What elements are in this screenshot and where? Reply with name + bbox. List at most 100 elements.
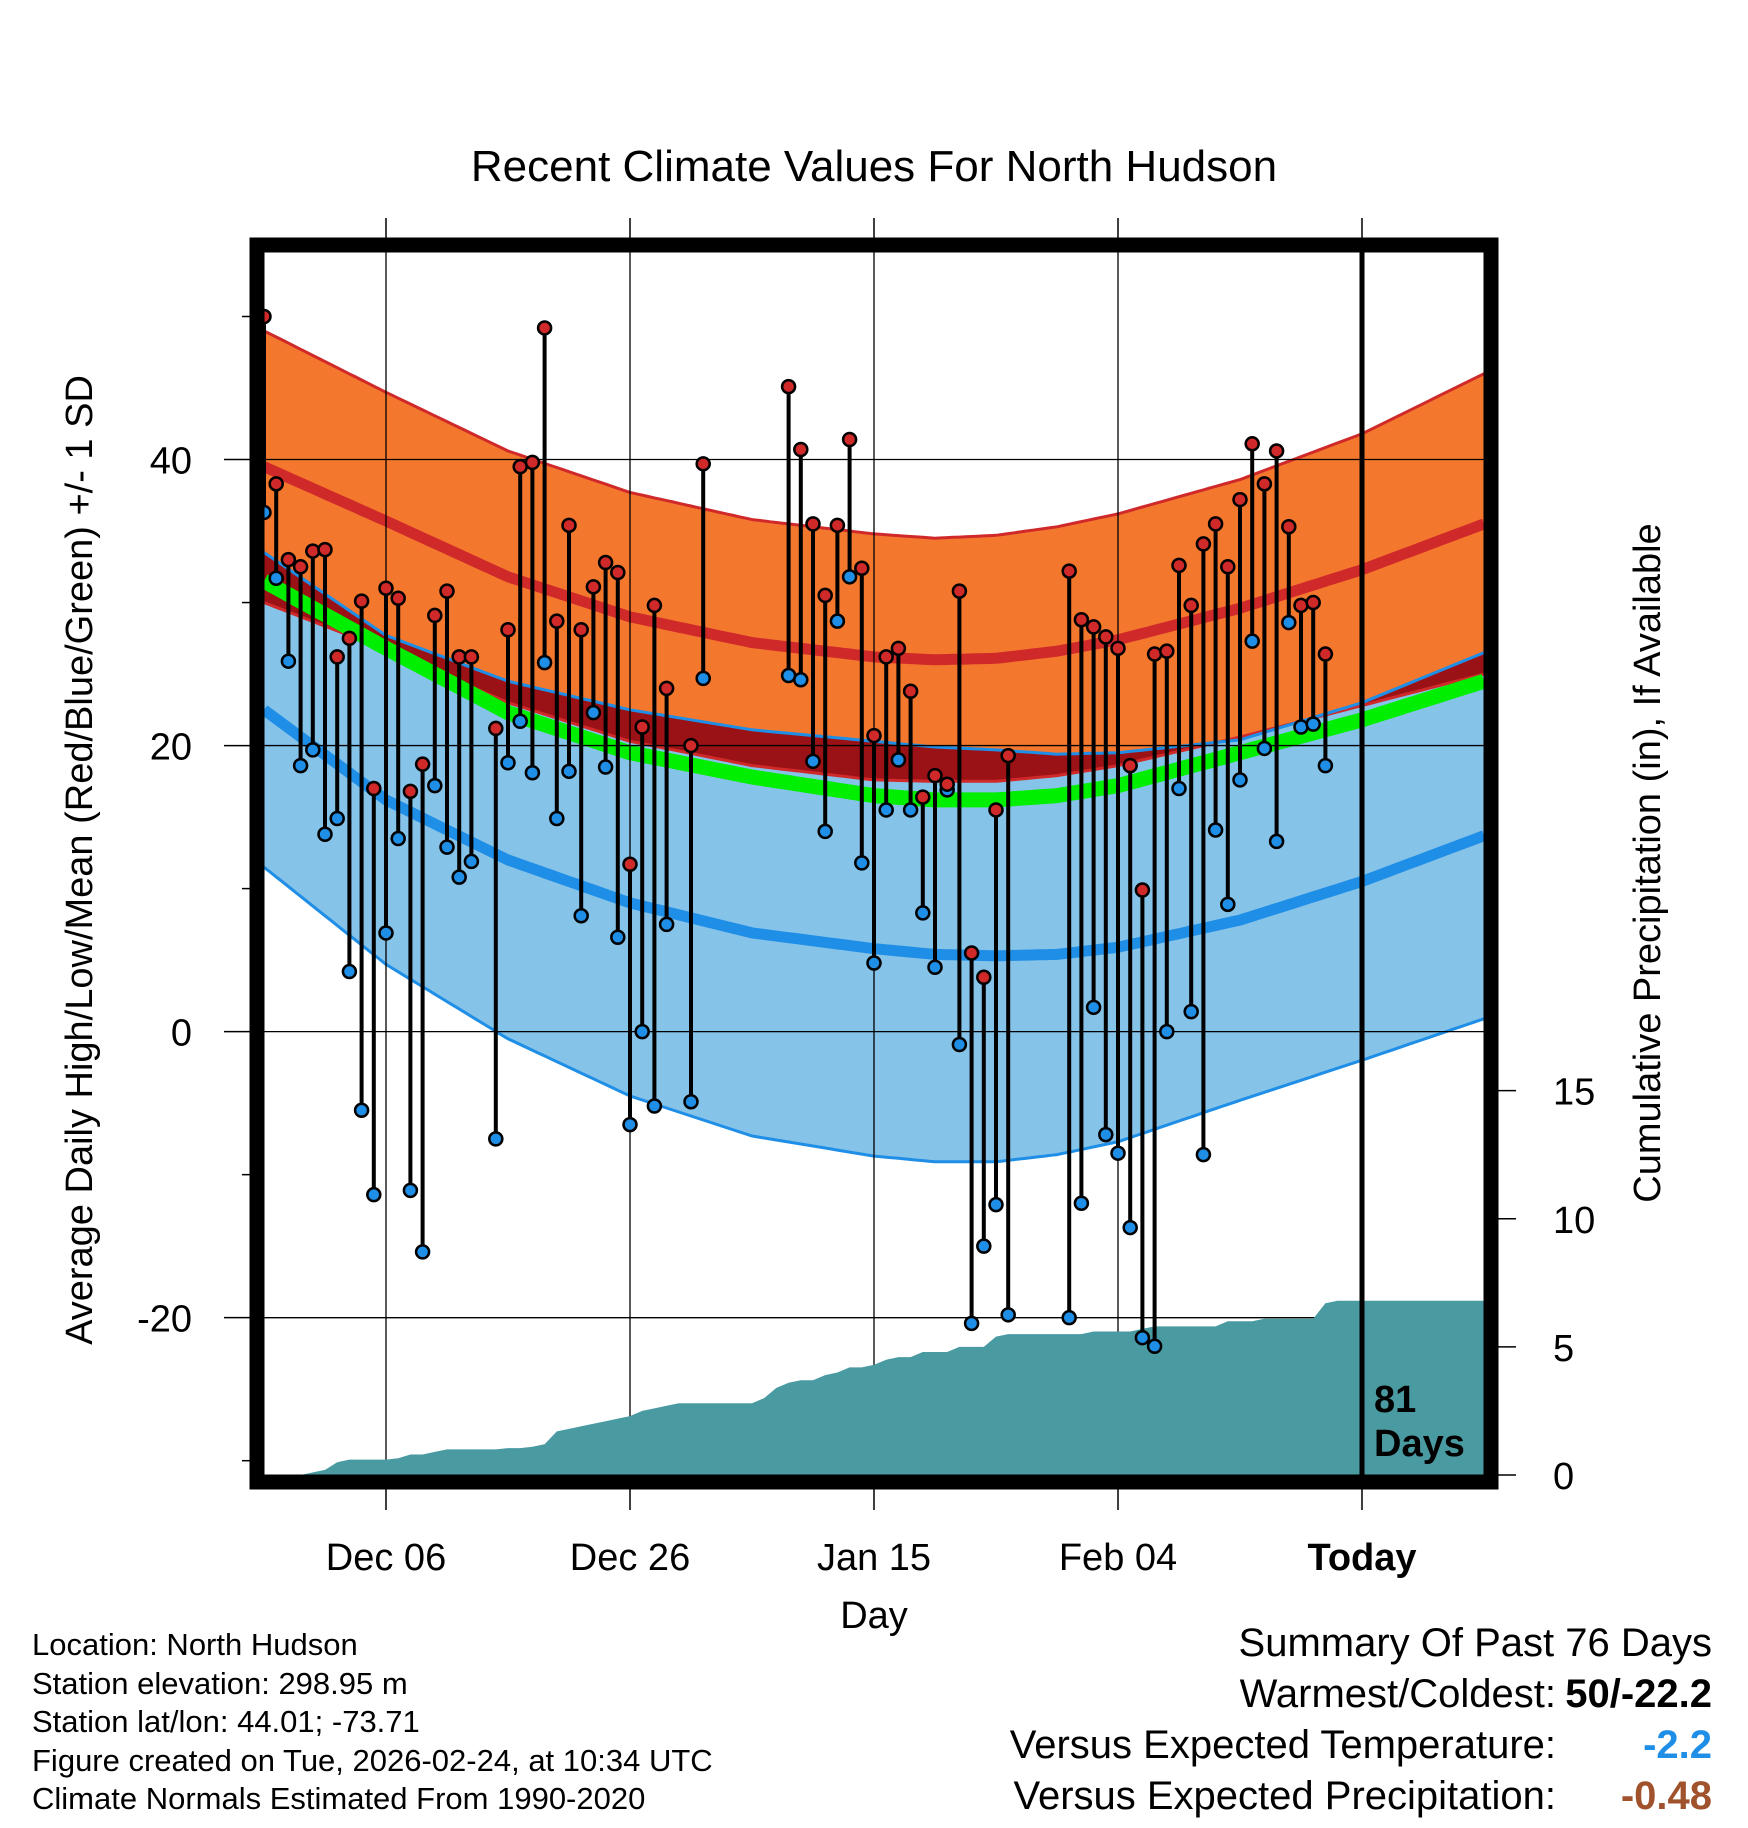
daily-low-point: [512, 713, 528, 730]
daily-high-point: [1195, 536, 1212, 552]
daily-high-point: [939, 776, 955, 792]
daily-high-point: [866, 727, 882, 744]
daily-low-point: [622, 1116, 638, 1133]
daily-high-point: [280, 551, 297, 568]
daily-low-point: [1171, 780, 1187, 797]
y2-tick-label: 10: [1553, 1200, 1595, 1242]
daily-low-point: [915, 905, 931, 921]
daily-high-point: [1331, 0, 1344, 7]
summary-temp-row: Versus Expected Temperature: -2.2: [1010, 1720, 1712, 1771]
daily-low-point: [1317, 757, 1334, 774]
daily-high-point: [1183, 597, 1199, 614]
daily-low-point: [988, 1196, 1004, 1213]
daily-low-point: [610, 929, 626, 945]
daily-high-point: [329, 649, 345, 665]
daily-low-point: [878, 802, 894, 818]
daily-high-point: [1110, 640, 1126, 657]
daily-high-point: [1356, 0, 1369, 7]
daily-high-point: [317, 541, 333, 558]
daily-high-point: [1000, 747, 1016, 764]
daily-low-point: [1220, 896, 1236, 913]
y-tick-label: 0: [171, 1013, 192, 1055]
daily-low-point: [585, 704, 602, 721]
warm-cold-value: 50/-22.2: [1565, 1672, 1712, 1716]
daily-low-point: [1331, 0, 1344, 7]
daily-low-point: [841, 569, 858, 585]
daily-high-point: [1073, 611, 1090, 628]
summary-precip-row: Versus Expected Precipitation: -0.48: [1010, 1771, 1712, 1822]
daily-low-point: [427, 777, 443, 794]
daily-low-point: [1146, 1338, 1163, 1355]
daily-low-point: [341, 963, 358, 980]
plot-frame: [249, 237, 1499, 1490]
daily-low-point: [1256, 740, 1273, 757]
daily-high-point: [573, 621, 589, 638]
daily-high-point: [1207, 516, 1224, 532]
daily-high-point: [1343, 0, 1356, 7]
daily-high-point: [610, 564, 626, 581]
precipitation-area: [264, 1300, 1484, 1475]
daily-low-point: [1159, 1023, 1175, 1040]
daily-high-point: [805, 516, 821, 532]
daily-high-point: [695, 456, 711, 472]
info-normals: Climate Normals Estimated From 1990-2020: [32, 1781, 646, 1816]
daily-high-point: [976, 969, 992, 986]
daily-high-point: [878, 649, 894, 665]
chart-title: Recent Climate Values For North Hudson: [471, 142, 1277, 191]
daily-low-point: [1268, 833, 1285, 850]
daily-low-point: [463, 853, 480, 870]
daily-low-point: [902, 802, 919, 818]
y2-tick-label: 0: [1553, 1456, 1574, 1498]
daily-low-point: [305, 742, 321, 758]
daily-low-point: [292, 757, 309, 774]
daily-high-point: [780, 378, 797, 395]
daily-low-point: [500, 754, 516, 771]
daily-low-point: [1098, 1126, 1114, 1143]
daily-low-point: [866, 955, 882, 971]
y2-axis-title: Cumulative Precipitation (in), If Availa…: [1627, 523, 1669, 1202]
daily-low-point: [561, 763, 577, 780]
daily-low-point: [793, 672, 809, 688]
daily-high-point: [1098, 629, 1114, 645]
daily-low-point: [634, 1023, 650, 1040]
daily-observations: [264, 0, 1369, 1355]
daily-low-point: [1356, 0, 1369, 7]
daily-high-point: [549, 613, 565, 629]
daily-high-point: [524, 454, 541, 471]
daily-high-point: [841, 431, 858, 448]
daily-low-point: [1244, 633, 1260, 649]
daily-high-point: [927, 767, 943, 784]
info-elevation: Station elevation: 298.95 m: [32, 1665, 408, 1701]
daily-high-point: [585, 579, 602, 595]
daily-high-point: [536, 320, 553, 336]
daily-low-point: [378, 925, 394, 941]
y-tick-label: -20: [137, 1299, 192, 1341]
daily-low-point: [1195, 1146, 1212, 1163]
x-tick-label-today: Today: [1307, 1537, 1416, 1579]
daily-high-point: [1061, 563, 1077, 579]
daily-high-point: [1232, 491, 1248, 508]
daily-high-point: [390, 590, 406, 607]
y-axis-title: Average Daily High/Low/Mean (Red/Blue/Gr…: [59, 375, 101, 1345]
daily-high-point: [268, 476, 284, 492]
daily-high-point: [854, 560, 870, 576]
daily-low-point: [1122, 1219, 1138, 1236]
daily-high-point: [1281, 519, 1297, 535]
daily-high-point: [1159, 643, 1175, 659]
days-count-word: Days: [1374, 1423, 1465, 1465]
daily-low-point: [1343, 0, 1356, 7]
daily-low-point: [1305, 716, 1321, 732]
daily-low-point: [488, 1131, 504, 1147]
precip-value: -0.48: [1620, 1774, 1712, 1818]
plot-area: [264, 0, 1484, 1475]
daily-high-point: [1293, 597, 1309, 614]
daily-high-point: [634, 719, 650, 735]
daily-high-point: [622, 856, 638, 873]
daily-low-point: [353, 1102, 370, 1119]
daily-high-point: [829, 517, 846, 534]
daily-low-point: [927, 959, 943, 976]
summary-heading: Summary Of Past 76 Days: [1238, 1621, 1712, 1665]
y2-tick-label: 15: [1553, 1072, 1595, 1114]
daily-high-point: [988, 802, 1004, 818]
daily-low-point: [1000, 1307, 1016, 1323]
